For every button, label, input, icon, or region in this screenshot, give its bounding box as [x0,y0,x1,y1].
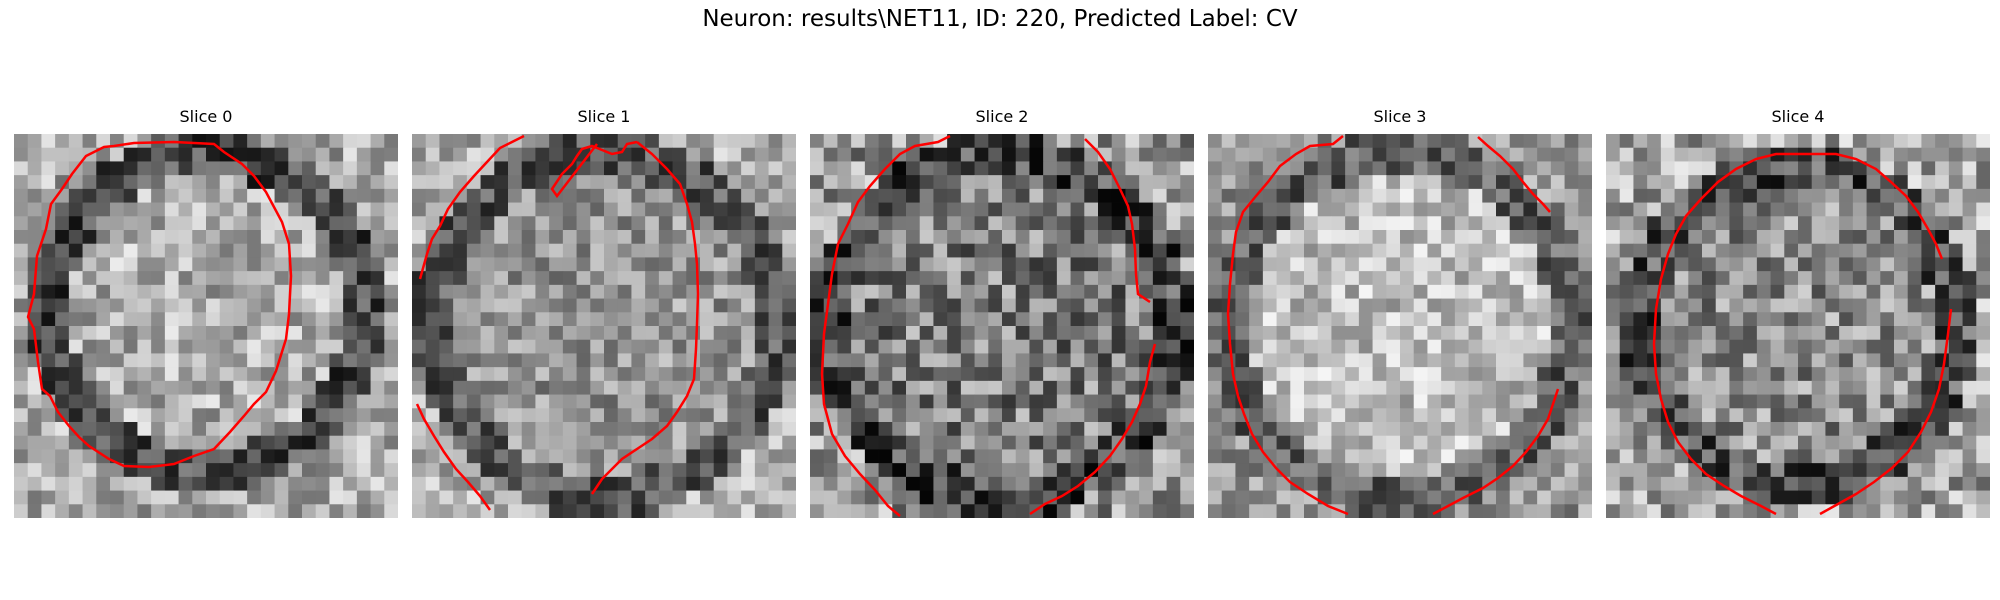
slice-image-4 [1606,134,1990,518]
contour-line-4b [1806,152,1944,260]
slice-title-3: Slice 3 [1373,107,1427,126]
contour-line-2c [1029,343,1157,516]
slice-panel-4: Slice 4 [1606,107,1990,518]
contour-line-1a [418,134,525,280]
slice-pixels-0 [14,134,398,518]
slice-pixels-4 [1606,134,1990,518]
slice-pixels-2 [810,134,1194,518]
contour-line-1b [550,140,638,199]
slice-image-3 [1208,134,1592,518]
slice-panel-0: Slice 0 [14,107,398,518]
slice-title-1: Slice 1 [577,107,631,126]
slice-image-2 [810,134,1194,518]
figure-title: Neuron: results\NET11, ID: 220, Predicte… [702,6,1298,32]
slice-title-4: Slice 4 [1771,107,1825,126]
contour-line-3c [1432,388,1560,516]
slice-pixels-1 [412,134,796,518]
slice-pixels-3 [1208,134,1592,518]
slice-image-0 [14,134,398,518]
contour-line-3b [1477,136,1551,213]
slice-panel-2: Slice 2 [810,107,1194,518]
contour-line-2b [1084,138,1151,304]
slice-title-0: Slice 0 [179,107,233,126]
contour-line-4c [1819,308,1953,516]
contour-line-3a [1226,135,1349,516]
contour-line-1d [415,403,492,511]
contour-line-1c [590,141,700,495]
contour-line-4 [1652,152,1806,516]
slice-panel-1: Slice 1 [412,107,796,518]
contour-line-0 [26,140,293,469]
slice-title-2: Slice 2 [975,107,1029,126]
slice-image-1 [412,134,796,518]
contour-line-2a [820,134,951,517]
slice-panel-3: Slice 3 [1208,107,1592,518]
